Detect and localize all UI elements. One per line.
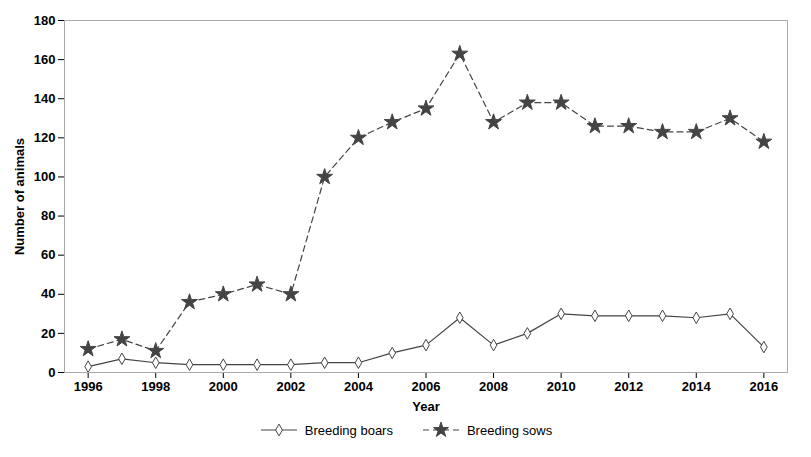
svg-text:2002: 2002 xyxy=(276,379,305,394)
svg-text:2004: 2004 xyxy=(344,379,374,394)
svg-text:2008: 2008 xyxy=(479,379,508,394)
svg-text:Number of animals: Number of animals xyxy=(12,138,27,255)
svg-text:100: 100 xyxy=(34,169,56,184)
html-text:Breeding boars: Breeding boars xyxy=(304,422,393,438)
svg-text:2000: 2000 xyxy=(209,379,238,394)
svg-text:1998: 1998 xyxy=(141,379,170,394)
svg-text:140: 140 xyxy=(34,91,56,106)
svg-text:60: 60 xyxy=(41,247,55,262)
svg-text:1996: 1996 xyxy=(74,379,103,394)
svg-text:0: 0 xyxy=(48,365,55,380)
svg-text:20: 20 xyxy=(41,326,55,341)
svg-text:Year: Year xyxy=(412,399,439,414)
svg-text:2016: 2016 xyxy=(749,379,778,394)
svg-text:180: 180 xyxy=(34,13,56,28)
svg-text:120: 120 xyxy=(34,130,56,145)
svg-text:2012: 2012 xyxy=(614,379,643,394)
svg-text:2014: 2014 xyxy=(682,379,712,394)
svg-text:2006: 2006 xyxy=(412,379,441,394)
svg-text:2010: 2010 xyxy=(547,379,576,394)
svg-text:40: 40 xyxy=(41,286,55,301)
html-text:Breeding sows: Breeding sows xyxy=(466,422,553,438)
svg-text:80: 80 xyxy=(41,208,55,223)
svg-text:160: 160 xyxy=(34,52,56,67)
